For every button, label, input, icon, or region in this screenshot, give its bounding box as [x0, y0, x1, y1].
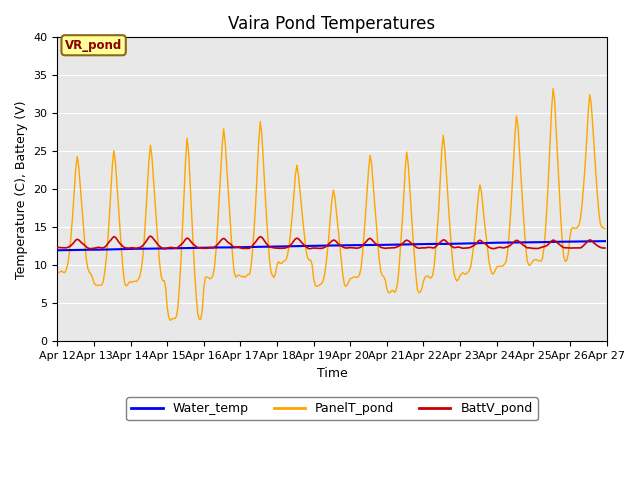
Legend: Water_temp, PanelT_pond, BattV_pond: Water_temp, PanelT_pond, BattV_pond: [126, 397, 538, 420]
Y-axis label: Temperature (C), Battery (V): Temperature (C), Battery (V): [15, 100, 28, 279]
X-axis label: Time: Time: [317, 367, 348, 380]
Text: VR_pond: VR_pond: [65, 39, 122, 52]
Title: Vaira Pond Temperatures: Vaira Pond Temperatures: [228, 15, 435, 33]
